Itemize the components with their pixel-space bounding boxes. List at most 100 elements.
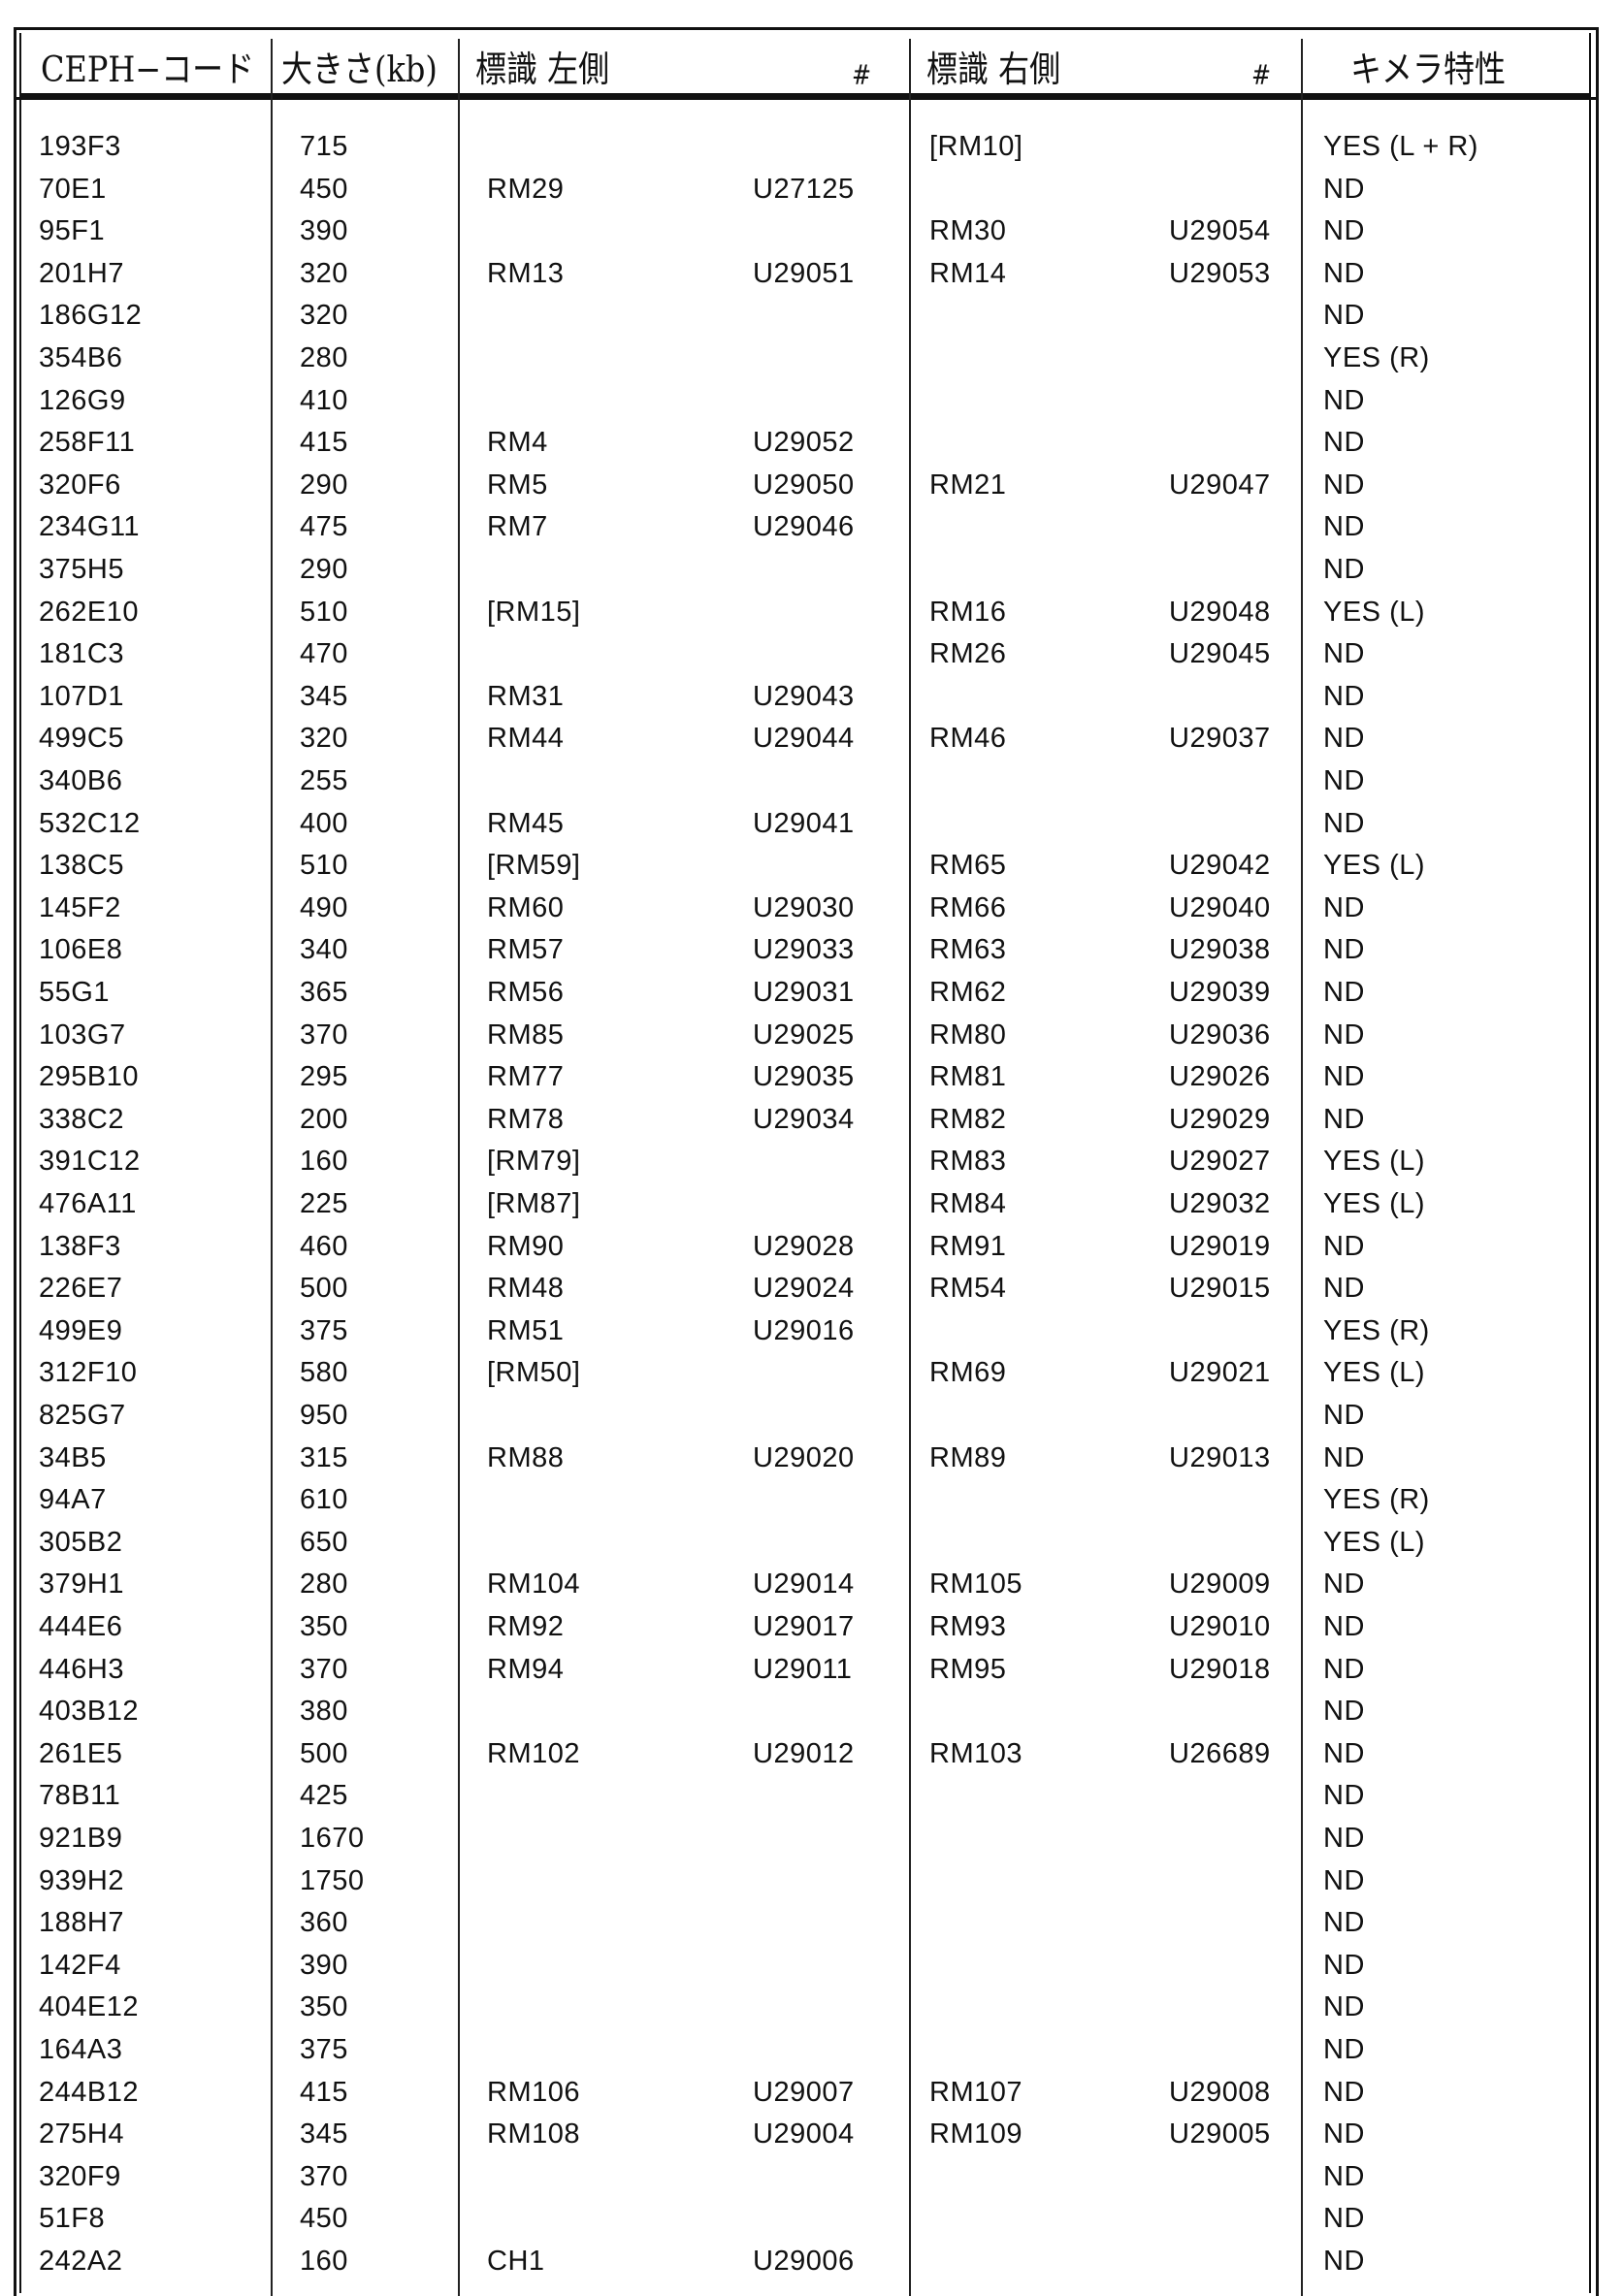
cell-chimera: ND bbox=[1323, 1098, 1365, 1141]
cell-right-accession: U29047 bbox=[1169, 464, 1271, 506]
cell-left-accession: U29033 bbox=[753, 928, 855, 971]
cell-size: 380 bbox=[300, 1690, 348, 1732]
cell-size: 290 bbox=[300, 464, 348, 506]
cell-size: 510 bbox=[300, 844, 348, 887]
table-row: 446H3370RM94U29011RM95U29018ND bbox=[0, 1648, 1623, 1691]
table-row: 107D1345RM31U29043ND bbox=[0, 675, 1623, 718]
cell-size: 350 bbox=[300, 1605, 348, 1648]
table-row: 320F9370ND bbox=[0, 2155, 1623, 2198]
table-row: 320F6290RM5U29050RM21U29047ND bbox=[0, 464, 1623, 506]
cell-ceph-code: 55G1 bbox=[39, 971, 110, 1014]
cell-chimera: ND bbox=[1323, 1732, 1365, 1775]
cell-ceph-code: 391C12 bbox=[39, 1140, 141, 1182]
cell-ceph-code: 921B9 bbox=[39, 1817, 122, 1859]
cell-size: 400 bbox=[300, 802, 348, 845]
cell-left-accession: U29011 bbox=[753, 1648, 852, 1691]
cell-left-accession: U29004 bbox=[753, 2113, 855, 2155]
cell-left-marker: [RM15] bbox=[487, 591, 580, 633]
cell-chimera: ND bbox=[1323, 1267, 1365, 1310]
cell-chimera: ND bbox=[1323, 2240, 1365, 2282]
cell-right-accession: U29027 bbox=[1169, 1140, 1271, 1182]
cell-size: 255 bbox=[300, 760, 348, 802]
table-row: 78B11425ND bbox=[0, 1774, 1623, 1817]
cell-chimera: ND bbox=[1323, 210, 1365, 252]
table-row: 295B10295RM77U29035RM81U29026ND bbox=[0, 1055, 1623, 1098]
cell-right-marker: RM105 bbox=[929, 1563, 1022, 1605]
cell-left-marker: [RM87] bbox=[487, 1182, 580, 1225]
cell-size: 650 bbox=[300, 1521, 348, 1564]
cell-ceph-code: 262E10 bbox=[39, 591, 139, 633]
cell-left-accession: U29024 bbox=[753, 1267, 855, 1310]
cell-chimera: ND bbox=[1323, 505, 1365, 548]
table-row: 226E7500RM48U29024RM54U29015ND bbox=[0, 1267, 1623, 1310]
cell-chimera: YES (L) bbox=[1323, 591, 1425, 633]
cell-left-accession: U29030 bbox=[753, 887, 855, 929]
cell-left-marker: RM5 bbox=[487, 464, 548, 506]
cell-ceph-code: 939H2 bbox=[39, 1859, 124, 1902]
cell-right-accession: U29036 bbox=[1169, 1014, 1271, 1056]
cell-left-marker: CH1 bbox=[487, 2240, 545, 2282]
cell-left-accession: U29025 bbox=[753, 1014, 855, 1056]
table-row: 404E12350ND bbox=[0, 1986, 1623, 2028]
cell-right-marker: RM103 bbox=[929, 1732, 1022, 1775]
cell-size: 295 bbox=[300, 1055, 348, 1098]
cell-right-accession: U29039 bbox=[1169, 971, 1271, 1014]
cell-size: 370 bbox=[300, 1014, 348, 1056]
cell-chimera: ND bbox=[1323, 252, 1365, 295]
cell-ceph-code: 226E7 bbox=[39, 1267, 122, 1310]
cell-chimera: ND bbox=[1323, 1563, 1365, 1605]
cell-size: 450 bbox=[300, 168, 348, 210]
cell-left-marker: RM90 bbox=[487, 1225, 564, 1268]
cell-right-accession: U29040 bbox=[1169, 887, 1271, 929]
cell-left-accession: U29052 bbox=[753, 421, 855, 464]
cell-ceph-code: 532C12 bbox=[39, 802, 141, 845]
table-row: 142F4390ND bbox=[0, 1944, 1623, 1987]
cell-left-accession: U29043 bbox=[753, 675, 855, 718]
cell-ceph-code: 258F11 bbox=[39, 421, 135, 464]
cell-size: 950 bbox=[300, 1394, 348, 1437]
cell-ceph-code: 34B5 bbox=[39, 1437, 107, 1479]
cell-chimera: ND bbox=[1323, 1648, 1365, 1691]
table-row: 164A3375ND bbox=[0, 2028, 1623, 2071]
cell-size: 345 bbox=[300, 675, 348, 718]
cell-chimera: ND bbox=[1323, 1055, 1365, 1098]
cell-right-accession: U29010 bbox=[1169, 1605, 1271, 1648]
cell-chimera: ND bbox=[1323, 1690, 1365, 1732]
cell-left-marker: RM4 bbox=[487, 421, 548, 464]
cell-left-marker: RM57 bbox=[487, 928, 564, 971]
cell-left-marker: [RM50] bbox=[487, 1351, 580, 1394]
table-row: 201H7320RM13U29051RM14U29053ND bbox=[0, 252, 1623, 295]
cell-right-accession: U29009 bbox=[1169, 1563, 1271, 1605]
cell-size: 460 bbox=[300, 1225, 348, 1268]
cell-right-marker: RM63 bbox=[929, 928, 1006, 971]
cell-size: 500 bbox=[300, 1732, 348, 1775]
cell-size: 320 bbox=[300, 717, 348, 760]
cell-size: 390 bbox=[300, 210, 348, 252]
cell-chimera: ND bbox=[1323, 379, 1365, 422]
table-row: 499E9375RM51U29016YES (R) bbox=[0, 1310, 1623, 1352]
table-row: 262E10510[RM15]RM16U29048YES (L) bbox=[0, 591, 1623, 633]
cell-left-accession: U29028 bbox=[753, 1225, 855, 1268]
cell-ceph-code: 193F3 bbox=[39, 125, 121, 168]
cell-right-marker: RM95 bbox=[929, 1648, 1006, 1691]
cell-right-marker: RM83 bbox=[929, 1140, 1006, 1182]
table-row: 244B12415RM106U29007RM107U29008ND bbox=[0, 2071, 1623, 2114]
cell-right-marker: RM81 bbox=[929, 1055, 1006, 1098]
cell-chimera: ND bbox=[1323, 1014, 1365, 1056]
cell-chimera: ND bbox=[1323, 802, 1365, 845]
table-row: 476A11225[RM87]RM84U29032YES (L) bbox=[0, 1182, 1623, 1225]
cell-right-marker: RM21 bbox=[929, 464, 1006, 506]
cell-chimera: YES (R) bbox=[1323, 1310, 1430, 1352]
table-row: 939H21750ND bbox=[0, 1859, 1623, 1902]
cell-left-marker: RM48 bbox=[487, 1267, 564, 1310]
table-row: 55G1365RM56U29031RM62U29039ND bbox=[0, 971, 1623, 1014]
cell-left-marker: RM31 bbox=[487, 675, 564, 718]
cell-ceph-code: 320F9 bbox=[39, 2155, 121, 2198]
table-row: 338C2200RM78U29034RM82U29029ND bbox=[0, 1098, 1623, 1141]
table-row: 354B6280YES (R) bbox=[0, 337, 1623, 379]
cell-ceph-code: 404E12 bbox=[39, 1986, 139, 2028]
cell-ceph-code: 295B10 bbox=[39, 1055, 139, 1098]
cell-ceph-code: 476A11 bbox=[39, 1182, 137, 1225]
header-size: 大きさ(kb) bbox=[281, 37, 438, 102]
table-row: 51F8450ND bbox=[0, 2197, 1623, 2240]
